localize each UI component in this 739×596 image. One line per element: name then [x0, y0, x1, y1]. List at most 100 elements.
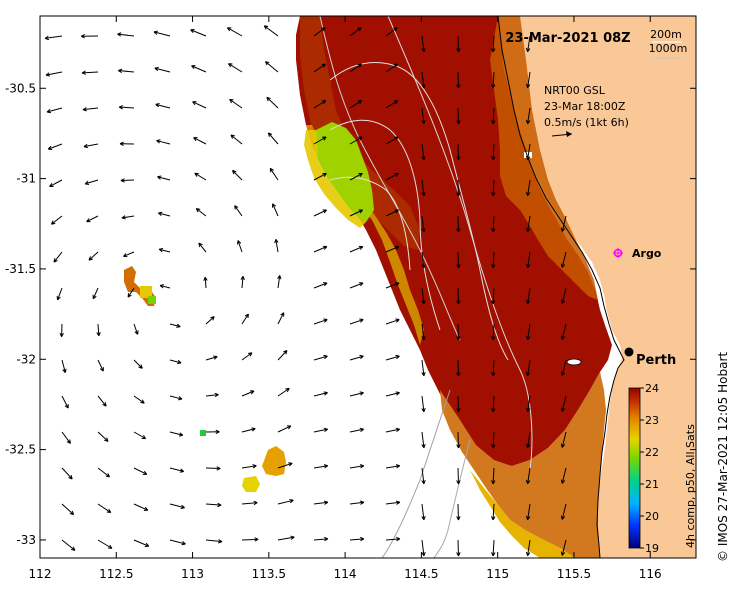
- current-vector-arrow: [491, 35, 496, 53]
- current-vector-arrow: [560, 503, 567, 520]
- current-vector-arrow: [421, 431, 426, 449]
- contour-offshore-2: [329, 119, 441, 331]
- plot-border: [39, 15, 697, 559]
- current-vector-arrow: [205, 316, 215, 325]
- current-vector-arrow: [155, 103, 171, 109]
- current-vector-arrow: [169, 323, 181, 328]
- current-vector-arrow: [88, 251, 99, 261]
- current-vector-arrow: [61, 359, 67, 373]
- current-vector-arrow: [313, 354, 328, 361]
- current-vector-arrow: [158, 247, 171, 253]
- current-vector-arrow: [59, 323, 64, 337]
- current-vector-arrow: [264, 61, 279, 73]
- depth-legend-200m: 200m: [650, 28, 682, 41]
- current-vector-arrow: [421, 251, 426, 269]
- sst-warm-band: [296, 16, 612, 466]
- current-vector-arrow: [385, 427, 401, 433]
- current-vector-arrow: [241, 390, 255, 397]
- current-vector-arrow: [119, 141, 135, 146]
- current-vector-arrow: [44, 35, 63, 41]
- current-vector-arrow: [385, 500, 401, 505]
- current-vector-arrow: [133, 539, 150, 547]
- current-vector-arrow: [491, 251, 496, 269]
- current-vector-arrow: [525, 323, 531, 341]
- current-vector-arrow: [133, 431, 147, 440]
- current-vector-arrow: [385, 354, 400, 361]
- x-tick-label: 112.5: [99, 567, 133, 581]
- current-vector-arrow: [226, 27, 243, 37]
- current-vector-arrow: [61, 395, 69, 409]
- current-vector-arrow: [313, 27, 326, 37]
- current-vector-arrow: [349, 391, 364, 397]
- current-vector-arrow: [421, 179, 426, 197]
- current-vector-arrow: [84, 179, 99, 185]
- current-vector-arrow: [117, 32, 135, 37]
- x-tick-label: 113.5: [252, 567, 286, 581]
- current-vector-arrow: [456, 431, 461, 449]
- current-vector-arrow: [192, 101, 207, 109]
- current-vector-arrow: [385, 391, 400, 397]
- current-vector-arrow: [349, 318, 364, 325]
- current-vector-arrow: [456, 539, 461, 557]
- current-vector-arrow: [97, 359, 104, 372]
- island-rottnest: [566, 358, 582, 366]
- current-source: NRT00 GSL: [544, 84, 606, 97]
- current-vector-arrow: [277, 312, 285, 325]
- current-vector-arrow: [127, 287, 135, 298]
- current-vector-arrow: [421, 323, 426, 341]
- current-vector-arrow: [491, 395, 496, 413]
- current-vector-arrow: [560, 395, 567, 412]
- current-vector-arrow: [313, 209, 328, 217]
- colorbar-tick-label: 21: [645, 478, 659, 491]
- current-vector-arrow: [97, 431, 109, 442]
- current-vector-arrow: [456, 179, 461, 197]
- current-vector-arrow: [560, 323, 567, 340]
- current-vector-arrow: [313, 100, 327, 109]
- current-vector-arrow: [525, 359, 531, 377]
- land-mass: [495, 16, 696, 558]
- current-vector-arrow: [456, 71, 461, 89]
- current-vector-arrow: [86, 215, 99, 223]
- current-vector-arrow: [491, 215, 496, 233]
- x-tick-label: 116: [639, 567, 662, 581]
- current-vector-arrow: [313, 318, 328, 325]
- current-vector-arrow: [421, 539, 426, 557]
- current-vector-arrow: [80, 34, 99, 39]
- current-vector-arrow: [349, 427, 365, 433]
- current-vector-arrow: [491, 431, 496, 449]
- current-vector-arrow: [349, 245, 364, 253]
- current-vector-arrow: [456, 107, 461, 125]
- current-vector-arrow: [421, 215, 426, 233]
- x-tick-label: 113: [181, 567, 204, 581]
- current-vector-arrow: [525, 179, 531, 197]
- contour-deep-2: [433, 439, 471, 558]
- current-vector-arrow: [277, 275, 282, 289]
- current-vector-arrow: [237, 240, 243, 253]
- current-vector-arrow: [456, 323, 461, 341]
- current-vector-arrow: [193, 137, 207, 145]
- x-tick-label: 115.5: [557, 567, 591, 581]
- current-vector-arrow: [456, 467, 461, 485]
- current-vector-arrow: [491, 323, 496, 341]
- current-vector-arrow: [313, 391, 328, 397]
- current-vector-arrow: [97, 539, 113, 549]
- x-tick-label: 114.5: [404, 567, 438, 581]
- current-vector-arrow: [456, 395, 461, 413]
- current-vector-arrow: [169, 539, 186, 546]
- credit-label: © IMOS 27-Mar-2021 12:05 Hobart: [716, 352, 730, 562]
- current-vector-arrow: [560, 359, 567, 376]
- current-vector-arrow: [53, 251, 63, 263]
- current-vector-arrow: [525, 287, 531, 305]
- depth-legend-1000m: 1000m: [649, 42, 688, 55]
- current-vector-arrow: [169, 503, 185, 510]
- y-tick-label: -33: [16, 533, 36, 547]
- current-vector-arrow: [349, 464, 365, 469]
- current-vector-arrow: [46, 107, 63, 114]
- current-vector-arrow: [234, 205, 243, 217]
- current-vector-arrow: [97, 395, 107, 407]
- current-vector-arrow: [153, 30, 171, 37]
- current-vector-arrow: [241, 464, 257, 469]
- current-vector-arrow: [191, 65, 207, 73]
- current-vector-arrow: [154, 66, 171, 73]
- current-vector-arrow: [159, 284, 171, 289]
